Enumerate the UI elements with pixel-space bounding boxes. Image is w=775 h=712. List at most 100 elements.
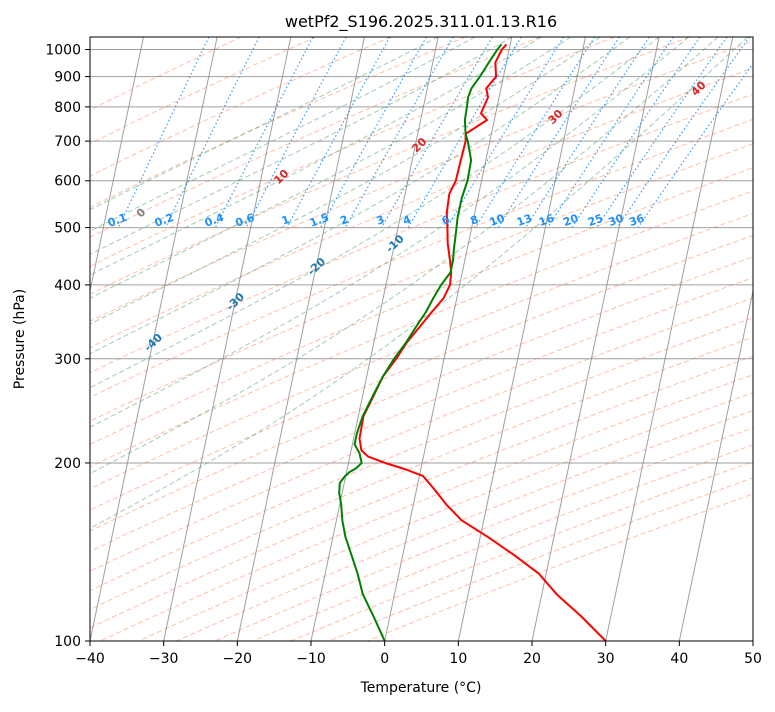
y-axis-title: Pressure (hPa) [12, 289, 28, 389]
dry-adiabat-line [0, 37, 775, 641]
grid-layer [0, 37, 775, 641]
mixing-ratio-line [447, 37, 564, 228]
dry-adiabat-line [0, 37, 775, 641]
mixing-ratio-line [215, 37, 313, 228]
dry-adiabat-line [0, 37, 775, 641]
dry-adiabat-line [0, 37, 775, 641]
mixing-ratio-label: 10 [488, 211, 507, 229]
isotherm-line [16, 37, 143, 641]
y-tick-label: 100 [54, 634, 81, 650]
mixing-ratio-line [638, 37, 772, 228]
dry-adiabat-line [0, 37, 540, 641]
mixing-ratio-line [572, 37, 700, 228]
dry-adiabat-label: 40 [689, 78, 709, 98]
mixing-ratio-label: 0.4 [203, 211, 226, 230]
dry-adiabat-line [100, 37, 775, 641]
y-tick-label: 900 [54, 70, 81, 86]
mixing-ratio-line [617, 37, 749, 228]
dry-adiabat-label: 20 [409, 135, 429, 155]
y-tick-label: 700 [54, 134, 81, 150]
mixing-ratio-label: 25 [586, 212, 605, 229]
annotation-layer: 0.10.20.40.611.52346810131620253036-100-… [0, 78, 709, 643]
moist-adiabat-line [0, 37, 571, 641]
dry-adiabat-line [0, 37, 690, 641]
chart-title: wetPf2_S196.2025.311.01.13.R16 [285, 12, 557, 32]
dry-adiabat-line [0, 37, 764, 641]
mixing-ratio-label: 3 [375, 213, 387, 228]
dry-adiabat-line [0, 37, 775, 641]
isotherm-label: -20 [305, 255, 329, 278]
dry-adiabat-label: 30 [546, 107, 566, 127]
mixing-ratio-line [246, 37, 346, 228]
isotherm-line [0, 37, 70, 641]
dry-adiabat-line [0, 37, 775, 641]
dry-adiabat-line [0, 37, 615, 641]
y-tick-label: 800 [54, 100, 81, 116]
y-tick-label: 500 [54, 221, 81, 237]
mixing-ratio-label: 13 [515, 212, 534, 229]
dry-adiabat-line [0, 37, 241, 641]
x-axis-title: Temperature (°C) [360, 680, 482, 696]
mixing-ratio-line [597, 37, 727, 228]
y-tick-label: 1000 [45, 43, 81, 59]
dry-adiabat-line [215, 37, 775, 641]
mixing-ratio-label: 20 [561, 211, 580, 229]
y-tick-label: 400 [54, 278, 81, 294]
dry-adiabat-line [0, 37, 465, 641]
dry-adiabat-line [0, 37, 775, 641]
mixing-ratio-line [165, 37, 259, 228]
isotherm-line [606, 37, 733, 641]
mixing-ratio-label: 1.5 [308, 211, 331, 230]
isotherm-label: -10 [383, 232, 407, 255]
x-tick-label: −30 [149, 651, 179, 667]
isotherm-line [385, 37, 512, 641]
dry-adiabat-line [0, 37, 775, 641]
y-tick-label: 300 [54, 352, 81, 368]
mixing-ratio-line [526, 37, 650, 228]
mixing-ratio-label: 1 [280, 213, 292, 228]
y-tick-label: 200 [54, 456, 81, 472]
dry-adiabat-label: 0 [134, 205, 149, 220]
mixing-ratio-label: 16 [537, 211, 556, 229]
moist-adiabat-line [0, 37, 630, 641]
isotherm-label: -60 [0, 407, 2, 430]
mixing-ratio-label: 36 [627, 211, 646, 229]
mixing-ratio-label: 0.1 [106, 211, 129, 230]
isotherm-label: -30 [224, 290, 248, 313]
dry-adiabat-line [329, 37, 775, 641]
y-tick-label: 600 [54, 174, 81, 190]
isotherm-line [458, 37, 585, 641]
dry-adiabat-line [0, 37, 775, 641]
mixing-ratio-label: 2 [338, 213, 350, 228]
mixing-ratio-line [119, 37, 209, 228]
dry-adiabat-line [0, 37, 775, 641]
dry-adiabat-line [0, 37, 775, 641]
x-tick-label: 0 [380, 651, 389, 667]
x-tick-label: 40 [670, 651, 688, 667]
mixing-ratio-label: 4 [401, 213, 413, 228]
mixing-ratio-line [345, 37, 453, 228]
isotherm-line [679, 37, 775, 641]
x-tick-label: −10 [296, 651, 326, 667]
x-tick-label: 50 [744, 651, 762, 667]
moist-adiabat-line [0, 37, 718, 641]
isotherm-line [753, 37, 775, 641]
isotherm-label: -40 [142, 331, 166, 354]
dry-adiabat-line [0, 37, 775, 641]
x-tick-label: 10 [449, 651, 467, 667]
mixing-ratio-line [476, 37, 595, 228]
mixing-ratio-label: 30 [607, 211, 626, 229]
isotherm-line [164, 37, 291, 641]
isotherm-label: -50 [61, 365, 85, 388]
x-tick-label: 30 [597, 651, 615, 667]
dry-adiabat-line [0, 37, 391, 641]
dry-adiabat-line [139, 37, 775, 641]
mixing-ratio-label: 8 [469, 213, 481, 228]
x-tick-label: −40 [75, 651, 105, 667]
x-tick-label: −20 [223, 651, 253, 667]
x-tick-label: 20 [523, 651, 541, 667]
moist-adiabat-line [0, 37, 541, 641]
